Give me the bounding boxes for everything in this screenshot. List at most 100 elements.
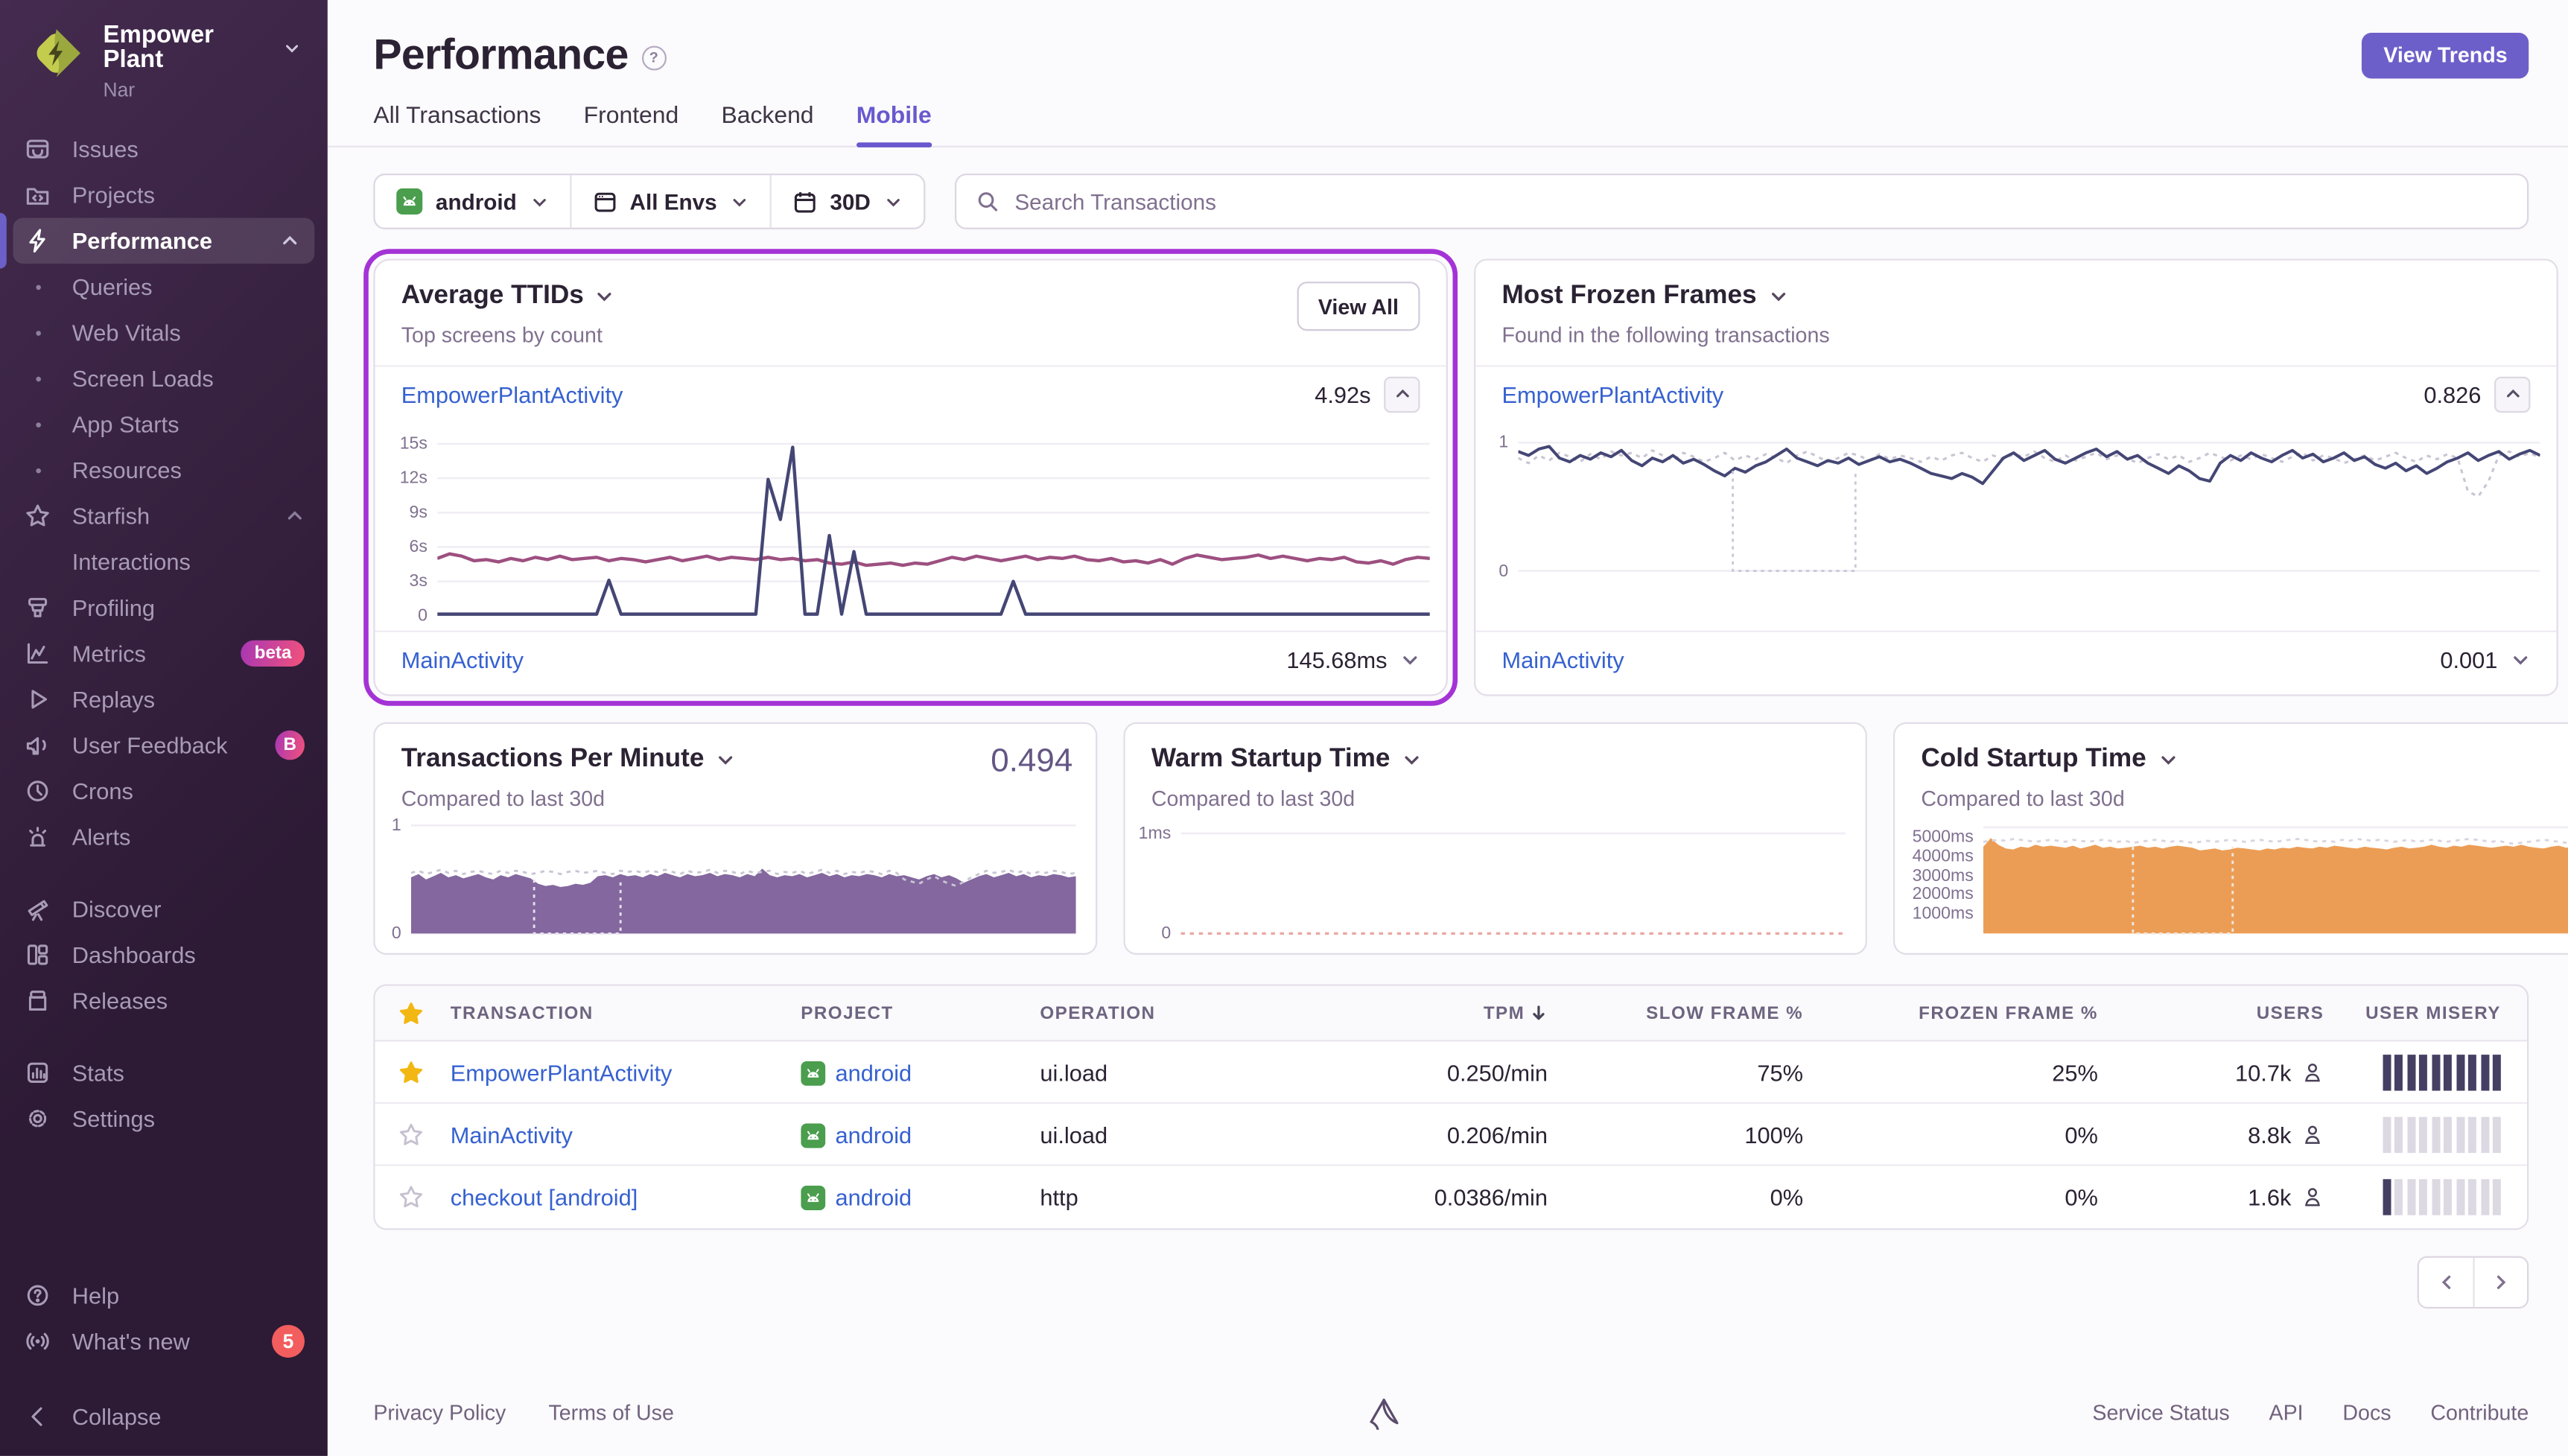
collapse-row-button[interactable]: [2494, 375, 2531, 413]
sidebar-item-performance[interactable]: Performance: [0, 212, 315, 269]
column-header-frozen-frame-[interactable]: FROZEN FRAME %: [1919, 1002, 2098, 1023]
search-input[interactable]: [1011, 187, 2508, 216]
chevron-down-icon[interactable]: [1402, 750, 1421, 769]
sidebar-item-collapse[interactable]: Collapse: [0, 1393, 328, 1440]
dashboards-icon: [23, 941, 53, 967]
table-row[interactable]: MainActivity android ui.load 0.206/min 100% 0…: [375, 1104, 2528, 1166]
favorite-star-outline[interactable]: [375, 1184, 444, 1210]
favorite-star-outline[interactable]: [375, 1121, 444, 1147]
sidebar-item-label: Crons: [71, 778, 133, 804]
column-header-users[interactable]: USERS: [2256, 1002, 2324, 1023]
column-header-transaction[interactable]: TRANSACTION: [450, 1002, 594, 1023]
sidebar-item-what-s-new[interactable]: What's new 5: [0, 1318, 328, 1364]
previous-page-button[interactable]: [2418, 1257, 2473, 1307]
table-row[interactable]: EmpowerPlantActivity android ui.load 0.250/…: [375, 1041, 2528, 1104]
chevron-down-icon[interactable]: [2158, 750, 2177, 769]
contribute-link[interactable]: Contribute: [2430, 1400, 2529, 1425]
next-page-button[interactable]: [2473, 1257, 2528, 1307]
sidebar-item-issues[interactable]: Issues: [0, 126, 328, 172]
sidebar-item-resources[interactable]: Resources: [0, 447, 328, 493]
transaction-link[interactable]: EmpowerPlantActivity: [1501, 381, 1724, 407]
project-filter[interactable]: android: [375, 175, 570, 227]
widget-title[interactable]: Transactions Per Minute: [401, 745, 705, 773]
sidebar-item-replays[interactable]: Replays: [0, 676, 328, 722]
tab-frontend[interactable]: Frontend: [583, 103, 679, 130]
area-chart[interactable]: [1983, 821, 2568, 938]
expand-row-button[interactable]: [1400, 649, 1420, 669]
help-tooltip-icon[interactable]: ?: [641, 45, 667, 70]
service-status-link[interactable]: Service Status: [2092, 1400, 2230, 1425]
sidebar-item-starfish[interactable]: Starfish: [0, 493, 328, 539]
table-row[interactable]: checkout [android] android http 0.0386/min 0…: [375, 1166, 2528, 1229]
transaction-link[interactable]: MainActivity: [1501, 646, 1624, 673]
ttid-chart: 15s 12s 9s 6s 3s 0: [375, 421, 1446, 630]
chevron-down-icon[interactable]: [595, 287, 614, 306]
sidebar-item-help[interactable]: Help: [0, 1273, 328, 1319]
expand-row-button[interactable]: [2511, 649, 2530, 669]
favorite-star-filled[interactable]: [375, 1059, 444, 1085]
column-header-slow-frame-[interactable]: SLOW FRAME %: [1646, 1002, 1804, 1023]
lightning-icon: [23, 228, 53, 254]
chevron-up-icon: [1396, 389, 1408, 398]
column-header-user-misery[interactable]: USER MISERY: [2365, 1002, 2501, 1023]
terms-of-use-link[interactable]: Terms of Use: [548, 1400, 674, 1425]
sidebar-item-metrics[interactable]: Metrics beta: [0, 631, 328, 677]
org-switcher[interactable]: Empower Plant Nar: [0, 16, 328, 126]
tab-all-transactions[interactable]: All Transactions: [373, 103, 541, 130]
view-all-button[interactable]: View All: [1297, 282, 1420, 331]
sidebar-item-crons[interactable]: Crons: [0, 768, 328, 814]
widget-title[interactable]: Most Frozen Frames: [1501, 282, 1757, 310]
project-link[interactable]: android: [835, 1121, 912, 1148]
environment-icon: [592, 189, 617, 214]
sidebar-item-queries[interactable]: Queries: [0, 264, 328, 310]
collapse-row-button[interactable]: [1384, 375, 1420, 413]
sidebar-item-dashboards[interactable]: Dashboards: [0, 932, 328, 978]
sidebar-item-user-feedback[interactable]: User Feedback B: [0, 722, 328, 769]
transaction-link[interactable]: MainActivity: [401, 646, 524, 673]
transaction-link[interactable]: EmpowerPlantActivity: [450, 1058, 673, 1085]
area-chart[interactable]: [410, 821, 1076, 938]
tab-backend[interactable]: Backend: [721, 103, 814, 130]
column-header-project[interactable]: PROJECT: [801, 1002, 894, 1023]
widget-title[interactable]: Average TTIDs: [401, 282, 584, 310]
transaction-link[interactable]: checkout [android]: [450, 1183, 638, 1211]
docs-link[interactable]: Docs: [2342, 1400, 2391, 1425]
chevron-down-icon: [533, 197, 545, 206]
org-subtitle: Nar: [103, 78, 136, 102]
line-chart[interactable]: [1180, 821, 1846, 938]
sidebar-item-web-vitals[interactable]: Web Vitals: [0, 310, 328, 356]
privacy-policy-link[interactable]: Privacy Policy: [373, 1400, 506, 1425]
sidebar-item-stats[interactable]: Stats: [0, 1050, 328, 1096]
transaction-link[interactable]: EmpowerPlantActivity: [401, 381, 623, 407]
widget-title[interactable]: Warm Startup Time: [1151, 745, 1391, 773]
line-chart[interactable]: [437, 427, 1430, 620]
project-link[interactable]: android: [835, 1183, 912, 1211]
sidebar-item-screen-loads[interactable]: Screen Loads: [0, 355, 328, 401]
sidebar-item-projects[interactable]: Projects: [0, 172, 328, 218]
line-chart[interactable]: [1518, 427, 2540, 620]
transaction-link[interactable]: MainActivity: [450, 1121, 573, 1148]
environment-filter[interactable]: All Envs: [569, 175, 769, 228]
sidebar-item-interactions[interactable]: Interactions: [0, 538, 328, 585]
sidebar-item-releases[interactable]: Releases: [0, 978, 328, 1024]
sidebar-item-discover[interactable]: Discover: [0, 886, 328, 932]
play-icon: [23, 686, 53, 712]
sidebar-item-label: Issues: [71, 136, 139, 162]
date-range-filter[interactable]: 30D: [769, 175, 923, 228]
view-trends-button[interactable]: View Trends: [2362, 31, 2529, 78]
widget-title[interactable]: Cold Startup Time: [1921, 745, 2146, 773]
sidebar-item-alerts[interactable]: Alerts: [0, 814, 328, 860]
api-link[interactable]: API: [2269, 1400, 2304, 1425]
user-misery-bars: [2330, 1054, 2527, 1090]
sidebar-item-profiling[interactable]: Profiling: [0, 585, 328, 631]
chevron-down-icon[interactable]: [716, 750, 735, 769]
y-axis-tick: 5000ms: [1912, 827, 1974, 848]
project-link[interactable]: android: [835, 1058, 912, 1085]
tab-mobile[interactable]: Mobile: [856, 104, 932, 147]
sidebar-item-app-starts[interactable]: App Starts: [0, 401, 328, 448]
y-axis-tick: 6s: [409, 537, 428, 557]
sidebar-item-settings[interactable]: Settings: [0, 1096, 328, 1142]
chevron-down-icon[interactable]: [1768, 287, 1787, 306]
column-header-tpm[interactable]: TPM: [1283, 1003, 1554, 1023]
column-header-operation[interactable]: OPERATION: [1040, 1002, 1156, 1023]
